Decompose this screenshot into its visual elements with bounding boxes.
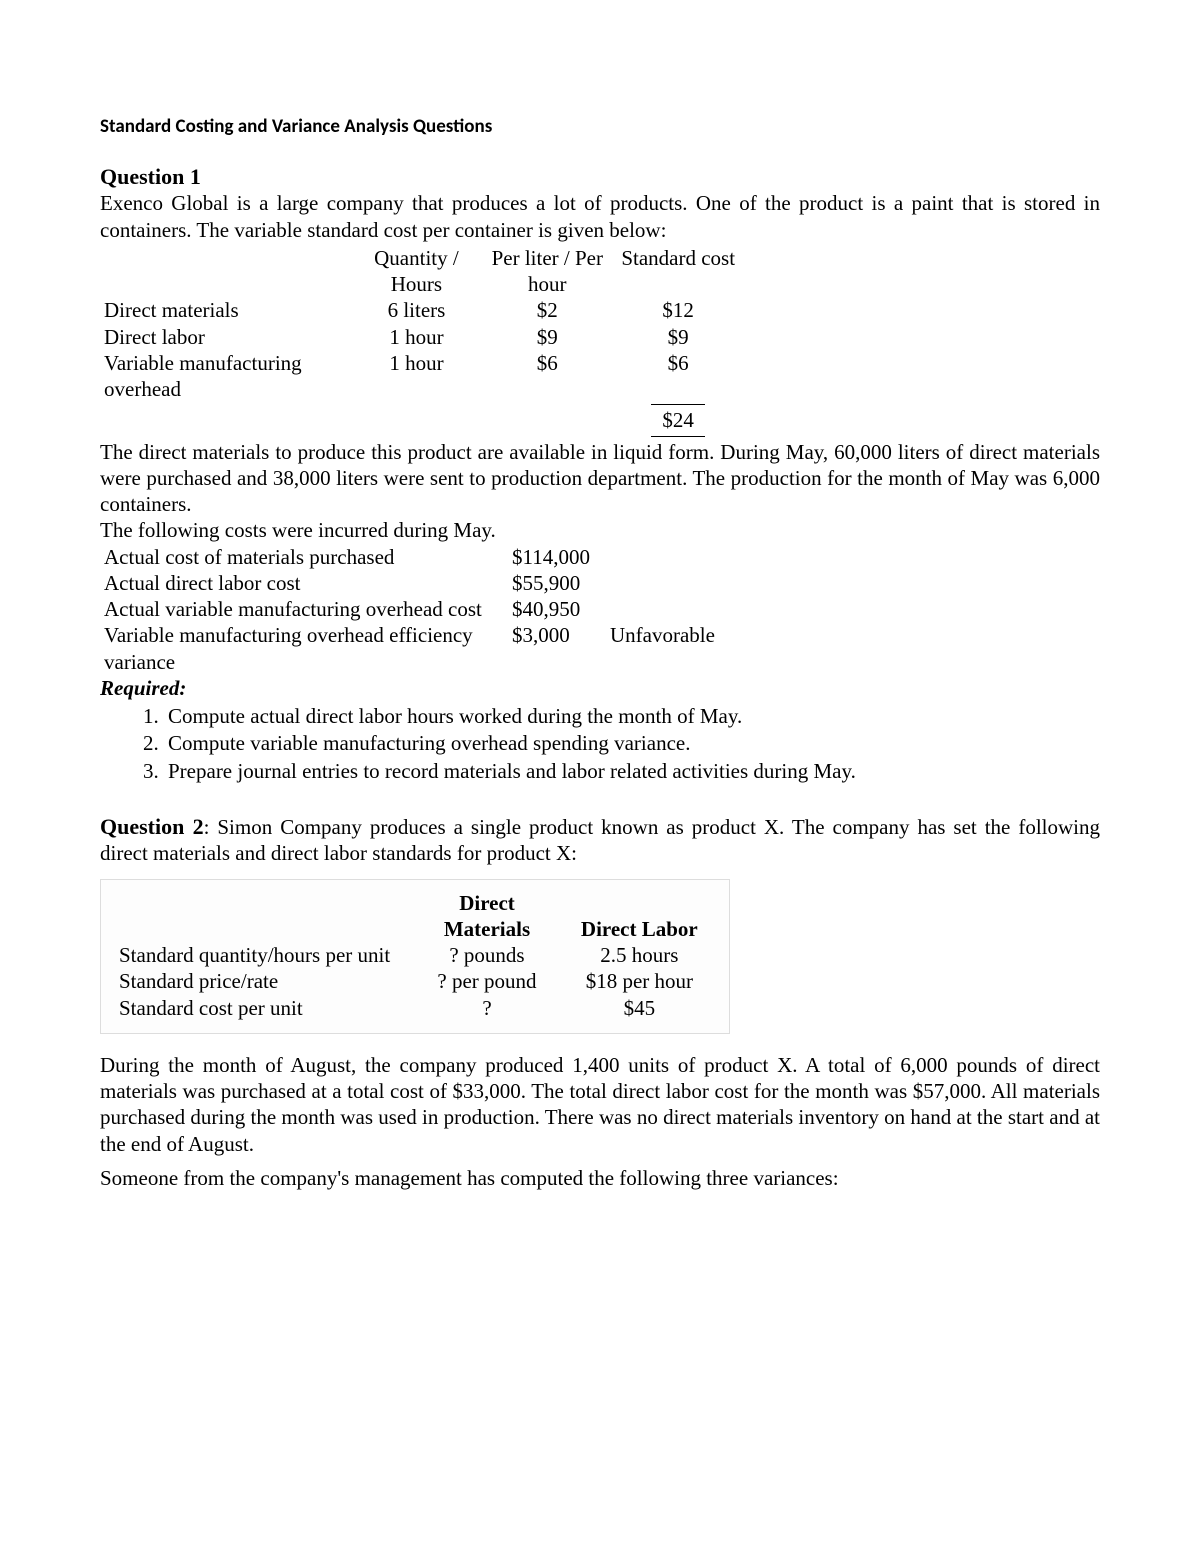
document-page: Standard Costing and Variance Analysis Q… — [0, 0, 1200, 1553]
table-row: Standard price/rate ? per pound $18 per … — [115, 968, 715, 994]
q2-heading: Question 2 — [100, 814, 204, 839]
table-row: Direct labor 1 hour $9 $9 — [100, 324, 740, 350]
q2-standards-box: Direct Materials Direct Labor Standard q… — [100, 879, 730, 1034]
header-cost: Standard cost — [616, 245, 740, 298]
table-header-row: Quantity / Hours Per liter / Per hour St… — [100, 245, 740, 298]
q2-para2: During the month of August, the company … — [100, 1052, 1100, 1157]
table-row: Variable manufacturing overhead efficien… — [100, 622, 734, 675]
q1-required-list: Compute actual direct labor hours worked… — [100, 703, 1100, 784]
header-rate: Per liter / Per hour — [478, 245, 616, 298]
required-label: Required: — [100, 675, 1100, 701]
table-row: Direct materials 6 liters $2 $12 — [100, 297, 740, 323]
q1-intro: Exenco Global is a large company that pr… — [100, 190, 1100, 243]
q1-para2a: The direct materials to produce this pro… — [100, 439, 1100, 518]
list-item: Prepare journal entries to record materi… — [164, 758, 1100, 784]
header-qty: Quantity / Hours — [355, 245, 479, 298]
list-item: Compute actual direct labor hours worked… — [164, 703, 1100, 729]
sum-rule-bottom — [651, 436, 705, 437]
table-row: Actual cost of materials purchased $114,… — [100, 544, 734, 570]
question-1: Question 1 Exenco Global is a large comp… — [100, 163, 1100, 784]
q1-standard-cost-table: Quantity / Hours Per liter / Per hour St… — [100, 245, 740, 439]
table-header-row: Direct Materials Direct Labor — [115, 890, 715, 943]
table-row: Standard cost per unit ? $45 — [115, 995, 715, 1021]
list-item: Compute variable manufacturing overhead … — [164, 730, 1100, 756]
q2-standards-table: Direct Materials Direct Labor Standard q… — [115, 890, 715, 1021]
q2-intro-line: Question 2: Simon Company produces a sin… — [100, 813, 1100, 867]
table-total-row: $24 — [100, 407, 740, 433]
total-cost: $24 — [616, 407, 740, 433]
table-row: Standard quantity/hours per unit ? pound… — [115, 942, 715, 968]
table-row: Variable manufacturing overhead 1 hour $… — [100, 350, 740, 403]
table-row: Actual variable manufacturing overhead c… — [100, 596, 734, 622]
q1-costs-incurred-table: Actual cost of materials purchased $114,… — [100, 544, 734, 675]
q1-para2b: The following costs were incurred during… — [100, 517, 1100, 543]
document-title: Standard Costing and Variance Analysis Q… — [100, 115, 1100, 139]
header-dl: Direct Labor — [564, 890, 715, 943]
q2-intro: : Simon Company produces a single produc… — [100, 815, 1100, 866]
question-2: Question 2: Simon Company produces a sin… — [100, 813, 1100, 1191]
q2-para3: Someone from the company's management ha… — [100, 1165, 1100, 1191]
sum-rule-top — [651, 404, 705, 405]
header-dm: Direct Materials — [410, 890, 563, 943]
table-row: Actual direct labor cost $55,900 — [100, 570, 734, 596]
q1-heading: Question 1 — [100, 163, 1100, 191]
